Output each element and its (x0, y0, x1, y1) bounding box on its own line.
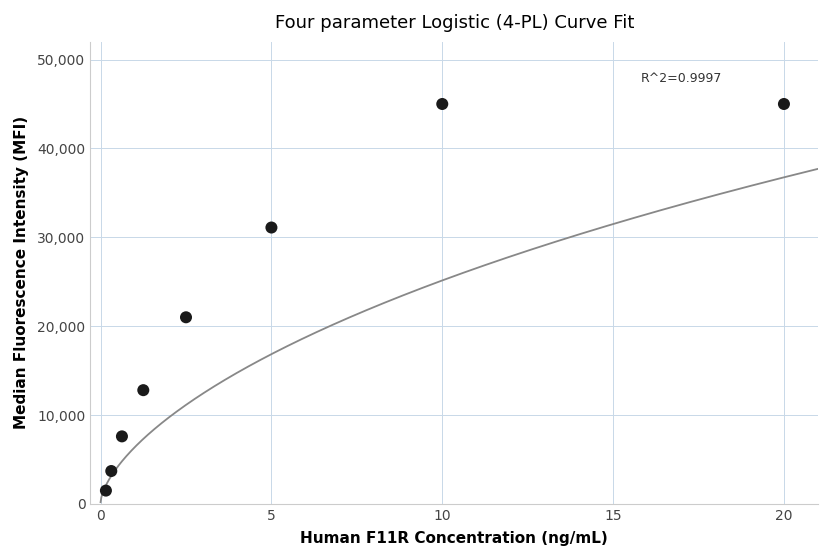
Point (136, 386, 150, 395)
Point (265, 223, 278, 232)
Point (180, 313, 193, 322)
Title: Four parameter Logistic (4-PL) Curve Fit: Four parameter Logistic (4-PL) Curve Fit (275, 14, 634, 32)
Y-axis label: Median Fluorescence Intensity (MFI): Median Fluorescence Intensity (MFI) (14, 116, 29, 430)
Text: R^2=0.9997: R^2=0.9997 (641, 72, 722, 85)
Point (777, 100, 790, 109)
Point (116, 432, 129, 441)
Point (105, 466, 118, 475)
X-axis label: Human F11R Concentration (ng/mL): Human F11R Concentration (ng/mL) (300, 531, 608, 546)
Point (99, 486, 112, 495)
Point (436, 100, 449, 109)
